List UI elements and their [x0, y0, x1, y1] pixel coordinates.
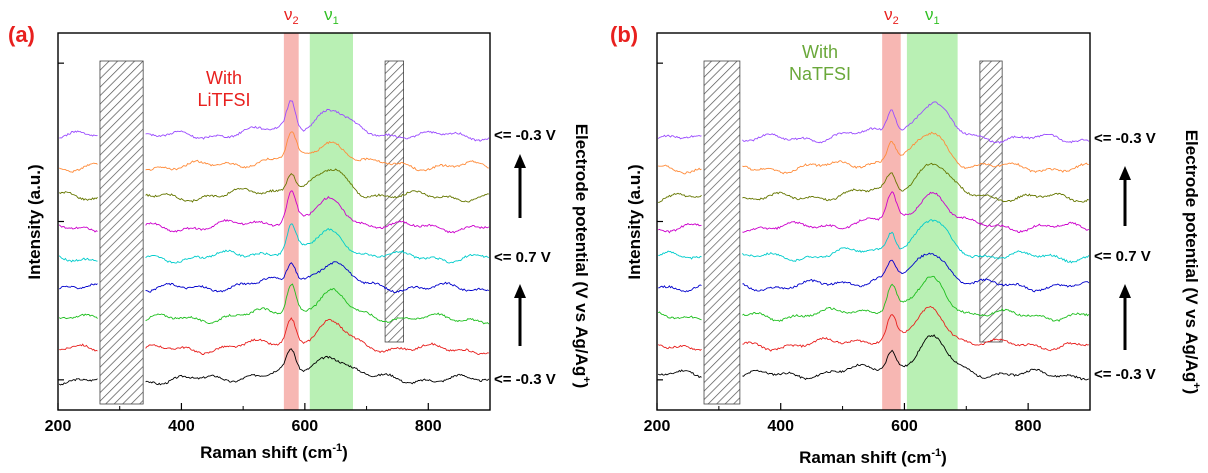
panel-b-band-1: [882, 33, 901, 410]
panel-a-band-label-2: ν1: [324, 5, 339, 27]
panel-a-x-tick-label-200: 200: [45, 418, 72, 435]
panel-b-spectrum-9: [657, 101, 1090, 144]
panel-b-masked-regions: [703, 60, 1003, 405]
panel-b-x-tick-label-200: 200: [644, 418, 671, 435]
panel-a-band-label-1: ν2: [284, 5, 299, 27]
panel-a-masked-region-2: [384, 60, 405, 343]
panel-b-spectrum-5: [658, 219, 1090, 264]
panel-b-x-tick-label-600: 600: [891, 418, 918, 435]
panel-b-band-label-1: ν2: [884, 5, 899, 27]
panel-a-spectrum-2: [59, 317, 489, 355]
panel-a-spectra: [58, 100, 490, 386]
panel-a-x-tick-label-600: 600: [292, 418, 319, 435]
panel-b-arrow-head-2: [1119, 166, 1131, 180]
panel-a-spectrum-7: [58, 168, 489, 203]
panel-a-band-1: [283, 33, 299, 410]
panel-b-x-axis-label: Raman shift (cm-1): [799, 447, 947, 467]
panel-a-x-tick-label-400: 400: [168, 418, 195, 435]
panel-b-annotation-line-1: With: [802, 42, 838, 62]
panel-b-annotation-line-2: NaTFSI: [789, 64, 851, 84]
panel-a: 200 400 600 800 ν2 ν1 (a) With LiTFSI Raman …: [8, 5, 592, 462]
panel-a-spectrum-4: [59, 261, 489, 294]
panel-a-potential-labels: <= -0.3 V <= 0.7 V <= -0.3 V: [494, 127, 556, 388]
panel-b-x-tick-label-800: 800: [1015, 418, 1042, 435]
panel-b-spectrum-4: [658, 252, 1090, 293]
panel-b-masked-region-1: [703, 60, 741, 405]
panel-a-spectrum-1: [58, 348, 490, 386]
panel-b-potential-label-3: <= -0.3 V: [1094, 366, 1156, 383]
panel-b-x-tick-label-400: 400: [767, 418, 794, 435]
panel-a-region-labels: ν2 ν1: [284, 5, 339, 27]
panel-b-spectrum-8: [658, 131, 1089, 175]
panel-a-masked-regions: [99, 60, 405, 405]
panel-b-spectrum-3: [657, 275, 1090, 323]
panel-a-arrow-head-2: [514, 154, 526, 168]
panel-a-potential-label-2: <= 0.7 V: [494, 249, 551, 266]
panel-b-arrows: [1119, 166, 1131, 350]
panel-a-arrow-head-1: [514, 284, 526, 298]
panel-a-spectrum-8: [58, 131, 489, 173]
panel-b-spectrum-6: [658, 191, 1090, 234]
panel-a-annotation-line-2: LiTFSI: [197, 90, 250, 110]
panel-b-label: (b): [610, 22, 638, 47]
panel-a-spectrum-6: [58, 190, 490, 234]
panel-a-arrows: [514, 154, 526, 346]
panel-b-potential-label-1: <= -0.3 V: [1094, 130, 1156, 147]
panel-b-right-axis-label: Electrode potential (V vs Ag/Ag+): [1182, 130, 1202, 395]
panel-b-band-2: [906, 33, 958, 410]
panel-b-spectrum-7: [658, 162, 1089, 203]
panel-b-masked-region-2: [979, 60, 1003, 343]
panel-a-spectrum-9: [59, 100, 490, 142]
panel-a-band-2: [309, 33, 353, 410]
panel-b-spectrum-2: [657, 305, 1089, 352]
panel-a-label: (a): [8, 22, 35, 47]
panel-b-ticks: 200 400 600 800: [644, 62, 1042, 435]
panel-b-spectrum-1: [658, 334, 1089, 381]
panel-a-potential-label-3: <= -0.3 V: [494, 371, 556, 388]
panel-b-arrow-head-1: [1119, 284, 1131, 298]
panel-a-right-axis-label: Electrode potential (V vs Ag/Ag+): [572, 124, 592, 389]
panel-b: 200 400 600 800 ν2 ν1 (b) With NaTFSI Raman …: [610, 5, 1202, 467]
panel-a-x-tick-label-800: 800: [415, 418, 442, 435]
panel-b-regions: [882, 33, 958, 410]
panel-a-potential-label-1: <= -0.3 V: [494, 127, 556, 144]
panel-a-regions: [283, 33, 353, 410]
panel-a-annotation-line-1: With: [206, 68, 242, 88]
panel-b-y-axis-label: Intensity (a.u.): [625, 164, 644, 279]
panel-b-potential-label-2: <= 0.7 V: [1094, 248, 1151, 265]
panel-b-spectra: [657, 101, 1090, 381]
panel-b-region-labels: ν2 ν1: [884, 5, 939, 27]
panel-a-x-axis-label: Raman shift (cm-1): [200, 442, 348, 462]
panel-a-ticks: 200 400 600 800: [45, 62, 442, 435]
panel-a-masked-region-1: [99, 60, 144, 405]
panel-a-y-axis-label: Intensity (a.u.): [25, 164, 44, 279]
panel-a-spectrum-3: [58, 283, 490, 325]
panel-a-spectrum-5: [58, 223, 490, 264]
panel-b-band-label-2: ν1: [925, 5, 940, 27]
panel-b-potential-labels: <= -0.3 V <= 0.7 V <= -0.3 V: [1094, 130, 1156, 383]
